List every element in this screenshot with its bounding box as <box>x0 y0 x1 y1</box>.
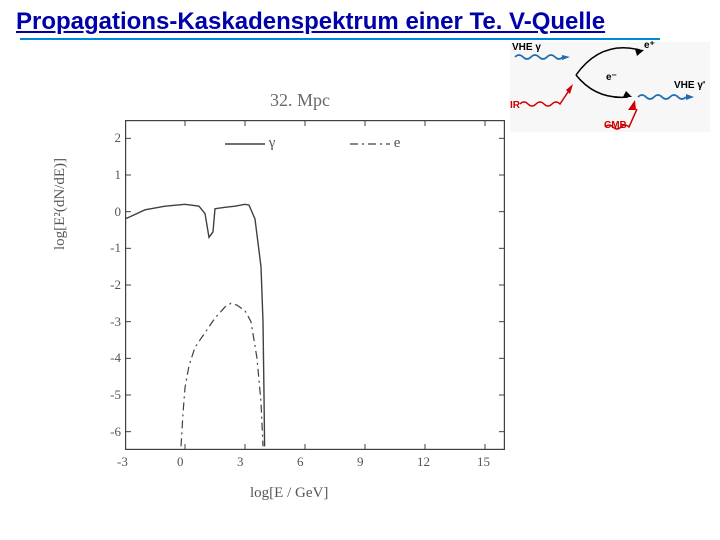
plot-border <box>126 121 505 450</box>
legend-e-line-icon <box>350 139 390 149</box>
x-axis-label: log[E / GeV] <box>250 485 328 502</box>
series-e <box>181 303 263 446</box>
y-tick-label: 2 <box>97 130 121 146</box>
y-tick-label: 1 <box>97 167 121 183</box>
chart-container: 32. Mpc log[E²(dN/dE)] log[E / GeV] -303… <box>70 90 550 510</box>
legend-e-label: e <box>394 135 401 151</box>
x-tick-label: 6 <box>297 454 304 470</box>
plot-svg <box>125 120 505 450</box>
label-eplus: e⁺ <box>644 40 655 51</box>
x-tick-label: 3 <box>237 454 244 470</box>
x-tick-label: 15 <box>477 454 490 470</box>
label-cmb: CMB <box>604 120 627 131</box>
label-eminus: e⁻ <box>606 72 617 83</box>
x-tick-label: -3 <box>117 454 128 470</box>
legend-gamma-line-icon <box>225 139 265 149</box>
y-tick-label: -1 <box>97 240 121 256</box>
y-tick-label: -2 <box>97 277 121 293</box>
plot-area <box>125 120 505 450</box>
y-tick-label: -3 <box>97 314 121 330</box>
x-tick-label: 9 <box>357 454 364 470</box>
slide-title: Propagations-Kaskadenspektrum einer Te. … <box>16 8 605 35</box>
x-tick-label: 0 <box>177 454 184 470</box>
title-underline <box>20 38 660 40</box>
label-vhe-out: VHE γ' <box>674 80 705 91</box>
legend-gamma-label: γ <box>269 135 276 151</box>
series-gamma <box>125 204 265 446</box>
label-vhe-in: VHE γ <box>512 42 541 53</box>
y-tick-label: 0 <box>97 204 121 220</box>
legend-e: e <box>350 135 400 152</box>
x-tick-label: 12 <box>417 454 430 470</box>
legend-gamma: γ <box>225 135 275 152</box>
y-tick-label: -5 <box>97 387 121 403</box>
y-axis-label: log[E²(dN/dE)] <box>52 158 69 250</box>
y-tick-label: -6 <box>97 424 121 440</box>
chart-title: 32. Mpc <box>270 90 330 111</box>
y-tick-label: -4 <box>97 350 121 366</box>
